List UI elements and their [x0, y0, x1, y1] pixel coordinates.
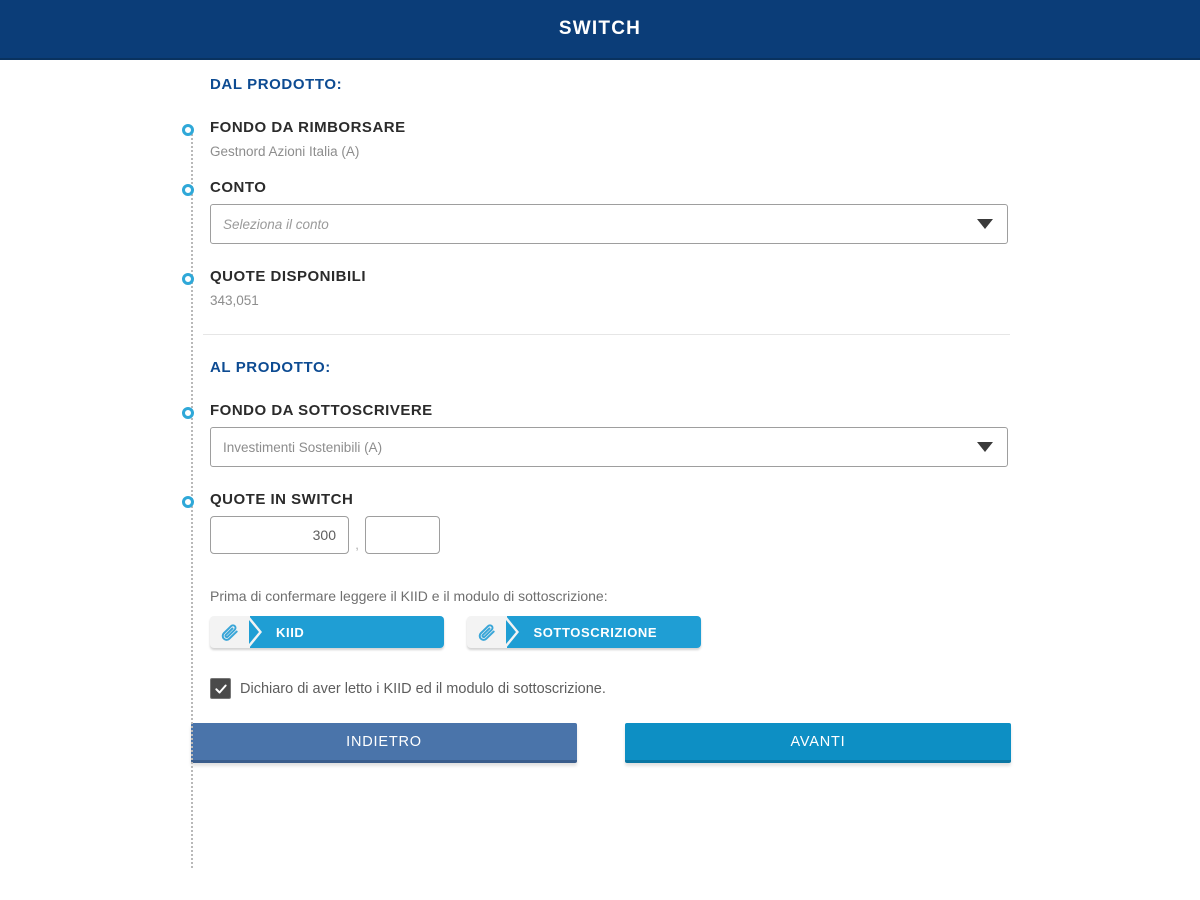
document-button-sottoscrizione-label: SOTTOSCRIZIONE: [506, 616, 702, 648]
paperclip-icon: [467, 616, 507, 648]
quantity-separator: ,: [355, 537, 359, 552]
back-button[interactable]: INDIETRO: [191, 723, 577, 763]
check-icon: [214, 684, 227, 693]
next-button[interactable]: AVANTI: [625, 723, 1011, 763]
switch-form-page: DAL PRODOTTO: FONDO DA RIMBORSARE Gestno…: [0, 60, 1200, 868]
field-account: CONTO Seleziona il conto: [182, 179, 1011, 244]
field-quantity: QUOTE IN SWITCH 300 ,: [182, 491, 1011, 554]
document-button-kiid[interactable]: KIID: [210, 616, 444, 648]
section-title-to: AL PRODOTTO:: [210, 359, 331, 376]
field-available-shares: QUOTE DISPONIBILI 343,051: [182, 268, 1011, 308]
page-title: SWITCH: [558, 18, 642, 39]
chevron-down-icon: [977, 442, 993, 452]
document-button-kiid-label: KIID: [249, 616, 444, 648]
value-fondo-da-rimborsare: Gestnord Azioni Italia (A): [210, 144, 360, 159]
declaration-label: Dichiaro di aver letto i KIID ed il modu…: [240, 680, 606, 697]
quantity-decimal-input[interactable]: [365, 516, 440, 554]
timeline-marker-icon: [182, 496, 194, 508]
quantity-integer-input[interactable]: 300: [210, 516, 349, 554]
account-select[interactable]: Seleziona il conto: [210, 204, 1008, 244]
form-wrapper: DAL PRODOTTO: FONDO DA RIMBORSARE Gestno…: [182, 76, 1011, 699]
declaration-checkbox[interactable]: [210, 678, 231, 699]
label-quote-in-switch: QUOTE IN SWITCH: [210, 491, 354, 508]
account-select-value: Seleziona il conto: [223, 216, 329, 232]
target-fund-select[interactable]: Investimenti Sostenibili (A): [210, 427, 1008, 467]
section-title-from: DAL PRODOTTO:: [210, 76, 343, 93]
label-fondo-da-sottoscrivere: FONDO DA SOTTOSCRIVERE: [210, 402, 433, 419]
form-actions: INDIETRO AVANTI: [191, 723, 1011, 763]
value-quote-disponibili: 343,051: [210, 293, 259, 308]
declaration-row[interactable]: Dichiaro di aver letto i KIID ed il modu…: [210, 678, 1011, 699]
target-fund-select-value: Investimenti Sostenibili (A): [223, 439, 383, 455]
timeline-marker-icon: [182, 124, 194, 136]
timeline-marker-icon: [182, 407, 194, 419]
quantity-row: 300 ,: [210, 516, 1011, 554]
paperclip-icon: [210, 616, 250, 648]
document-button-sottoscrizione[interactable]: SOTTOSCRIZIONE: [467, 616, 702, 648]
app-header: SWITCH: [0, 0, 1200, 60]
label-fondo-da-rimborsare: FONDO DA RIMBORSARE: [210, 119, 406, 136]
section-divider: [203, 334, 1010, 335]
timeline-marker-icon: [182, 184, 194, 196]
field-fund-to: FONDO DA SOTTOSCRIVERE Investimenti Sost…: [182, 402, 1011, 467]
label-conto: CONTO: [210, 179, 267, 196]
field-fund-from: FONDO DA RIMBORSARE Gestnord Azioni Ital…: [182, 119, 1011, 159]
chevron-down-icon: [977, 219, 993, 229]
label-quote-disponibili: QUOTE DISPONIBILI: [210, 268, 367, 285]
timeline-marker-icon: [182, 273, 194, 285]
documents-notice: Prima di confermare leggere il KIID e il…: [210, 588, 608, 604]
